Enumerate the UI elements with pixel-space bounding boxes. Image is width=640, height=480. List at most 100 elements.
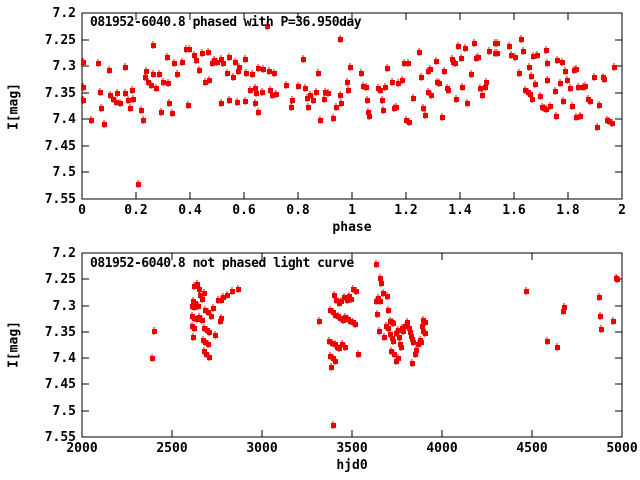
data-point xyxy=(149,81,154,89)
data-point xyxy=(442,67,447,75)
data-point xyxy=(311,96,316,104)
y-tick-label: 7.4 xyxy=(52,351,76,366)
data-point xyxy=(404,116,409,124)
data-point xyxy=(159,108,164,116)
data-point xyxy=(340,340,345,348)
x-tick-label: 3500 xyxy=(336,441,368,456)
data-point xyxy=(192,324,197,332)
data-point xyxy=(337,344,342,352)
data-point xyxy=(213,331,218,339)
data-point xyxy=(421,104,426,112)
data-point xyxy=(197,285,202,293)
data-point xyxy=(207,76,212,84)
data-point xyxy=(338,35,343,43)
data-point xyxy=(419,338,424,346)
data-point xyxy=(221,59,226,67)
data-point xyxy=(308,91,313,99)
data-point xyxy=(328,352,333,360)
data-point xyxy=(346,86,351,94)
bottom-y-axis-label: I[mag] xyxy=(6,321,22,368)
x-tick-label: 5000 xyxy=(606,441,638,456)
data-point xyxy=(570,102,575,110)
data-point xyxy=(123,63,128,71)
data-point xyxy=(615,275,620,283)
data-point xyxy=(342,293,347,301)
data-point xyxy=(545,76,550,84)
data-point xyxy=(184,45,189,53)
data-point xyxy=(385,64,390,72)
data-point xyxy=(353,320,358,328)
x-tick-label: 1.2 xyxy=(394,203,418,218)
data-point xyxy=(417,48,422,56)
data-point xyxy=(165,53,170,61)
data-point xyxy=(561,97,566,105)
data-point xyxy=(207,328,212,336)
data-point xyxy=(151,70,156,78)
data-point xyxy=(296,82,301,90)
data-point xyxy=(316,69,321,77)
data-point xyxy=(592,73,597,81)
data-point xyxy=(206,340,211,348)
data-point xyxy=(203,306,208,314)
data-point xyxy=(595,123,600,131)
x-tick-label: 1.4 xyxy=(448,203,472,218)
data-point xyxy=(338,314,343,322)
x-tick-label: 1.8 xyxy=(556,203,580,218)
data-point xyxy=(81,58,86,66)
data-point xyxy=(463,44,468,52)
data-point xyxy=(379,279,384,287)
data-point xyxy=(374,297,379,305)
data-point xyxy=(599,325,604,333)
data-point xyxy=(253,99,258,107)
x-tick-label: 3000 xyxy=(246,441,278,456)
data-point xyxy=(597,101,602,109)
data-point xyxy=(99,104,104,112)
data-point xyxy=(237,63,242,71)
x-tick-label: 2500 xyxy=(156,441,188,456)
data-point xyxy=(578,112,583,120)
data-point xyxy=(375,310,380,318)
data-point xyxy=(333,357,338,365)
data-point xyxy=(326,89,331,97)
data-point xyxy=(151,41,156,49)
data-point xyxy=(386,324,391,332)
data-point xyxy=(206,308,211,316)
data-point xyxy=(385,292,390,300)
data-point xyxy=(399,343,404,351)
data-point xyxy=(545,59,550,67)
data-point xyxy=(331,421,336,429)
data-point xyxy=(495,39,500,47)
data-point xyxy=(314,88,319,96)
data-point xyxy=(305,94,310,102)
data-point xyxy=(334,103,339,111)
data-point xyxy=(574,65,579,73)
data-point xyxy=(359,69,364,77)
x-tick-label: 2 xyxy=(618,203,626,218)
data-point xyxy=(290,96,295,104)
y-tick-label: 7.2 xyxy=(52,6,76,21)
data-point xyxy=(574,113,579,121)
data-point xyxy=(453,59,458,67)
data-point xyxy=(394,357,399,365)
data-point xyxy=(392,350,397,358)
bottom-x-axis-label: hjd0 xyxy=(336,458,368,473)
data-point xyxy=(216,296,221,304)
x-tick-label: 0 xyxy=(78,203,86,218)
data-point xyxy=(382,333,387,341)
top-y-axis-label: I[mag] xyxy=(6,83,22,130)
data-point xyxy=(459,54,464,62)
data-point xyxy=(419,73,424,81)
data-point xyxy=(289,103,294,111)
data-point xyxy=(186,101,191,109)
data-point xyxy=(576,83,581,91)
data-point xyxy=(167,99,172,107)
data-point xyxy=(365,96,370,104)
data-point xyxy=(428,65,433,73)
data-point xyxy=(338,91,343,99)
data-point xyxy=(108,91,113,99)
data-point xyxy=(391,337,396,345)
data-point xyxy=(270,91,275,99)
data-point xyxy=(420,322,425,330)
data-point xyxy=(192,282,197,290)
